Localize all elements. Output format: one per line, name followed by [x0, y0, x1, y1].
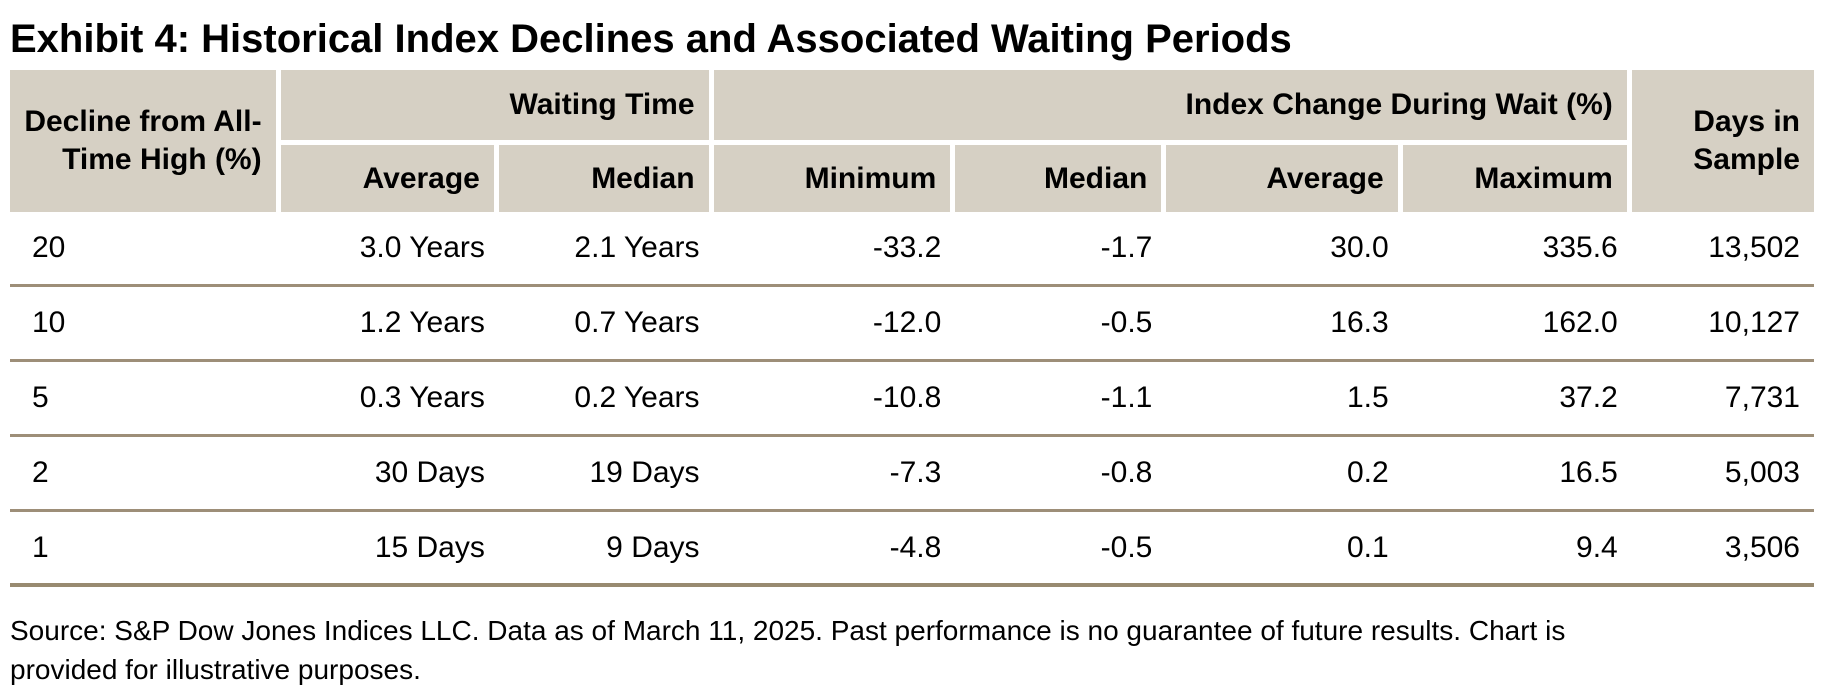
- cell-days-in-sample: 10,127: [1631, 287, 1814, 362]
- cell-index-median: -1.7: [955, 212, 1167, 287]
- header-index-median: Median: [955, 145, 1167, 212]
- cell-index-minimum: -12.0: [713, 287, 956, 362]
- table-header: Decline from All-Time High (%) Waiting T…: [10, 70, 1814, 212]
- cell-index-median: -0.5: [955, 512, 1167, 587]
- cell-index-median: -0.8: [955, 437, 1167, 512]
- cell-index-minimum: -7.3: [713, 437, 956, 512]
- cell-wait-average: 0.3 Years: [280, 362, 499, 437]
- header-index-average: Average: [1166, 145, 1403, 212]
- cell-days-in-sample: 13,502: [1631, 212, 1814, 287]
- source-note-line-1: Source: S&P Dow Jones Indices LLC. Data …: [10, 615, 1566, 646]
- cell-index-maximum: 37.2: [1402, 362, 1632, 437]
- cell-index-average: 0.2: [1166, 437, 1403, 512]
- table-row: 5 0.3 Years 0.2 Years -10.8 -1.1 1.5 37.…: [10, 362, 1814, 437]
- table-row: 20 3.0 Years 2.1 Years -33.2 -1.7 30.0 3…: [10, 212, 1814, 287]
- cell-index-maximum: 16.5: [1402, 437, 1632, 512]
- cell-wait-median: 0.2 Years: [498, 362, 714, 437]
- cell-wait-median: 9 Days: [498, 512, 714, 587]
- cell-decline: 10: [10, 287, 281, 362]
- page-title: Exhibit 4: Historical Index Declines and…: [10, 17, 1292, 61]
- table-row: 2 30 Days 19 Days -7.3 -0.8 0.2 16.5 5,0…: [10, 437, 1814, 512]
- cell-index-maximum: 9.4: [1402, 512, 1632, 587]
- header-days-in-sample: Days in Sample: [1631, 70, 1814, 212]
- header-group-row: Decline from All-Time High (%) Waiting T…: [10, 70, 1814, 212]
- cell-wait-average: 1.2 Years: [280, 287, 499, 362]
- cell-wait-average: 3.0 Years: [280, 212, 499, 287]
- header-sub-row: Average Median Minimum Median Average Ma…: [10, 145, 1814, 212]
- table-body: 20 3.0 Years 2.1 Years -33.2 -1.7 30.0 3…: [10, 212, 1814, 587]
- source-note-line-2: provided for illustrative purposes.: [10, 654, 421, 685]
- cell-index-median: -0.5: [955, 287, 1167, 362]
- cell-decline: 5: [10, 362, 281, 437]
- header-group-waiting-time: Waiting Time: [280, 70, 714, 145]
- table-row: 10 1.2 Years 0.7 Years -12.0 -0.5 16.3 1…: [10, 287, 1814, 362]
- cell-wait-average: 30 Days: [280, 437, 499, 512]
- cell-index-average: 0.1: [1166, 512, 1403, 587]
- cell-index-minimum: -4.8: [713, 512, 956, 587]
- header-index-maximum: Maximum: [1402, 145, 1632, 212]
- cell-index-median: -1.1: [955, 362, 1167, 437]
- cell-index-maximum: 335.6: [1402, 212, 1632, 287]
- cell-index-minimum: -10.8: [713, 362, 956, 437]
- table-row: 1 15 Days 9 Days -4.8 -0.5 0.1 9.4 3,506: [10, 512, 1814, 587]
- cell-days-in-sample: 7,731: [1631, 362, 1814, 437]
- header-group-index-change: Index Change During Wait (%): [713, 70, 1632, 145]
- cell-index-average: 16.3: [1166, 287, 1403, 362]
- cell-index-average: 30.0: [1166, 212, 1403, 287]
- cell-wait-median: 2.1 Years: [498, 212, 714, 287]
- header-index-minimum: Minimum: [713, 145, 956, 212]
- cell-days-in-sample: 5,003: [1631, 437, 1814, 512]
- cell-decline: 20: [10, 212, 281, 287]
- cell-index-minimum: -33.2: [713, 212, 956, 287]
- cell-wait-median: 0.7 Years: [498, 287, 714, 362]
- cell-days-in-sample: 3,506: [1631, 512, 1814, 587]
- header-decline-from-high: Decline from All-Time High (%): [10, 70, 281, 212]
- cell-decline: 1: [10, 512, 281, 587]
- header-waiting-median: Median: [498, 145, 714, 212]
- cell-decline: 2: [10, 437, 281, 512]
- exhibit-table: Decline from All-Time High (%) Waiting T…: [10, 70, 1814, 587]
- cell-index-average: 1.5: [1166, 362, 1403, 437]
- cell-index-maximum: 162.0: [1402, 287, 1632, 362]
- cell-wait-median: 19 Days: [498, 437, 714, 512]
- cell-wait-average: 15 Days: [280, 512, 499, 587]
- source-note: Source: S&P Dow Jones Indices LLC. Data …: [10, 611, 1814, 689]
- header-waiting-average: Average: [280, 145, 499, 212]
